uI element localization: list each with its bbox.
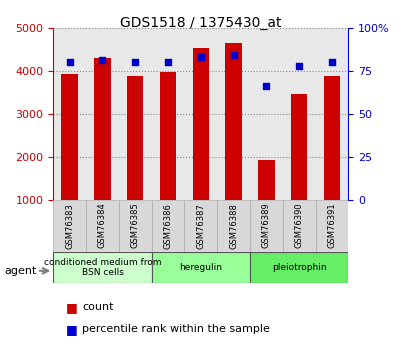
Point <box>164 59 171 65</box>
Bar <box>61 74 78 200</box>
Text: GSM76390: GSM76390 <box>294 203 303 248</box>
Text: GSM76384: GSM76384 <box>98 203 107 248</box>
Text: conditioned medium from
BSN cells: conditioned medium from BSN cells <box>44 258 161 277</box>
FancyBboxPatch shape <box>249 200 282 252</box>
Point <box>197 54 204 60</box>
Point <box>295 63 302 68</box>
FancyBboxPatch shape <box>53 252 151 283</box>
Point <box>99 58 106 63</box>
Text: pleiotrophin: pleiotrophin <box>271 263 326 272</box>
FancyBboxPatch shape <box>184 200 217 252</box>
Text: GSM76387: GSM76387 <box>196 203 205 248</box>
Text: GSM76383: GSM76383 <box>65 203 74 248</box>
Point <box>328 59 335 65</box>
Text: ■: ■ <box>65 323 77 336</box>
FancyBboxPatch shape <box>86 200 119 252</box>
Text: count: count <box>82 302 113 312</box>
FancyBboxPatch shape <box>249 252 348 283</box>
Point <box>230 52 236 58</box>
Text: heregulin: heregulin <box>179 263 222 272</box>
Text: GDS1518 / 1375430_at: GDS1518 / 1375430_at <box>120 16 281 30</box>
Bar <box>323 76 339 200</box>
Text: GSM76391: GSM76391 <box>327 203 336 248</box>
Text: GSM76389: GSM76389 <box>261 203 270 248</box>
Text: percentile rank within the sample: percentile rank within the sample <box>82 325 269 334</box>
Bar <box>258 160 274 200</box>
Bar <box>127 76 143 200</box>
FancyBboxPatch shape <box>282 200 315 252</box>
Bar <box>225 43 241 200</box>
FancyBboxPatch shape <box>151 252 249 283</box>
Text: GSM76388: GSM76388 <box>229 203 238 248</box>
Text: GSM76386: GSM76386 <box>163 203 172 248</box>
FancyBboxPatch shape <box>119 200 151 252</box>
Bar <box>192 48 209 200</box>
Text: agent: agent <box>4 266 36 276</box>
Point <box>66 59 73 65</box>
FancyBboxPatch shape <box>315 200 348 252</box>
Point <box>263 83 269 89</box>
Text: ■: ■ <box>65 300 77 314</box>
Text: GSM76385: GSM76385 <box>130 203 139 248</box>
Bar <box>160 71 176 200</box>
FancyBboxPatch shape <box>151 200 184 252</box>
Bar <box>94 58 110 200</box>
FancyBboxPatch shape <box>53 200 86 252</box>
FancyBboxPatch shape <box>217 200 249 252</box>
Bar <box>290 95 307 200</box>
Point <box>132 59 138 65</box>
